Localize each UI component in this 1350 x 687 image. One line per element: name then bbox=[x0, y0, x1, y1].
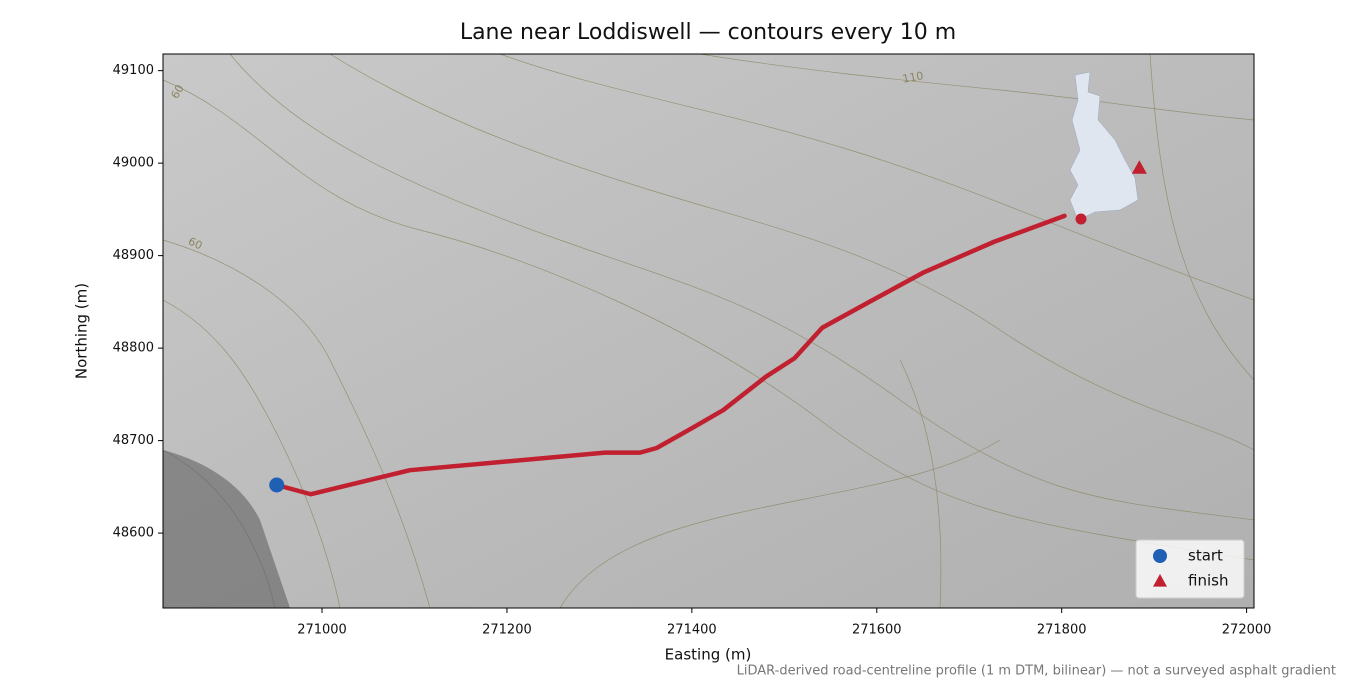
legend-label: start bbox=[1188, 547, 1223, 565]
x-tick-label: 271600 bbox=[852, 623, 902, 638]
y-tick-label: 48700 bbox=[113, 433, 154, 448]
contour-label: 60 bbox=[168, 82, 186, 101]
y-tick-label: 49000 bbox=[113, 156, 154, 171]
x-tick-label: 272000 bbox=[1222, 623, 1272, 638]
valley-shade bbox=[163, 450, 290, 608]
finish-marker bbox=[1131, 160, 1147, 174]
x-tick-label: 271200 bbox=[482, 623, 532, 638]
y-axis-label: Northing (m) bbox=[73, 283, 91, 379]
y-tick-label: 48900 bbox=[113, 248, 154, 263]
inset-map bbox=[1069, 71, 1139, 221]
y-tick-label: 48800 bbox=[113, 341, 154, 356]
hillshade bbox=[163, 54, 1254, 608]
chart-title: Lane near Loddiswell — contours every 10… bbox=[460, 20, 956, 45]
x-tick-label: 271000 bbox=[297, 623, 347, 638]
inset-location bbox=[1075, 213, 1087, 225]
y-tick-label: 48600 bbox=[113, 526, 154, 541]
x-axis-label: Easting (m) bbox=[665, 646, 752, 664]
legend-symbol bbox=[1153, 549, 1167, 563]
legend-symbol bbox=[1153, 574, 1167, 587]
plot-frame bbox=[162, 53, 1255, 609]
y-tick-label: 49100 bbox=[113, 63, 154, 78]
contour-label: 110 bbox=[901, 69, 924, 85]
route-line bbox=[274, 213, 1067, 497]
start-marker bbox=[269, 477, 285, 493]
contour-label: 60 bbox=[186, 235, 204, 253]
legend-label: finish bbox=[1188, 572, 1228, 590]
x-tick-label: 271800 bbox=[1037, 623, 1087, 638]
caption: LiDAR-derived road-centreline profile (1… bbox=[737, 664, 1336, 679]
x-tick-label: 271400 bbox=[667, 623, 717, 638]
